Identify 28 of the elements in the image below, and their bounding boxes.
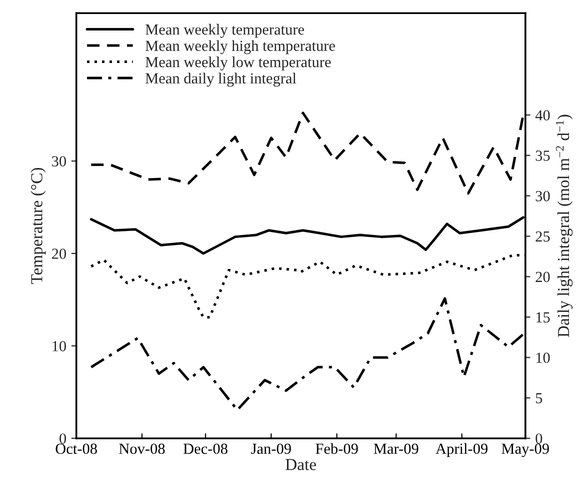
legend-label: Mean weekly high temperature bbox=[146, 40, 336, 54]
x-axis-title: Date bbox=[286, 459, 316, 470]
y2-tick-label: 40 bbox=[535, 110, 550, 120]
y2-tick-label: 15 bbox=[536, 312, 550, 323]
y2-axis-title: Daily light integral (mol m$^{−2}$ d$^{−1}$) bbox=[556, 114, 573, 338]
x-tick-label: Jan-09 bbox=[251, 444, 291, 454]
y-tick-label: 0 bbox=[60, 433, 66, 444]
x-tick-label: April-09 bbox=[436, 443, 488, 458]
x-tick-label: Dec-08 bbox=[183, 444, 228, 454]
legend-label: Mean weekly temperature bbox=[146, 24, 304, 38]
y2-tick-label: 35 bbox=[536, 150, 550, 161]
y2-tick-label: 20 bbox=[536, 272, 550, 282]
x-tick-label: Mar-09 bbox=[374, 444, 418, 454]
y-tick-label: 30 bbox=[52, 156, 66, 166]
x-tick-label: Feb-09 bbox=[316, 443, 358, 454]
y-tick-label: 20 bbox=[52, 248, 66, 259]
legend-label: Mean daily light integral bbox=[146, 72, 296, 87]
y2-tick-label: 5 bbox=[536, 393, 542, 404]
y-axis-title: Temperature (°C) bbox=[30, 168, 46, 284]
y2-tick-label: 30 bbox=[536, 190, 550, 202]
y-tick-label: 10 bbox=[52, 341, 66, 352]
x-tick-label: Oct-08 bbox=[56, 444, 97, 454]
y2-tick-label: 0 bbox=[536, 433, 542, 444]
y2-tick-label: 10 bbox=[536, 352, 550, 363]
y2-tick-label: 25 bbox=[536, 231, 550, 242]
legend-label: Mean weekly low temperature bbox=[146, 56, 331, 70]
x-tick-label: May-09 bbox=[502, 444, 549, 458]
x-tick-label: Nov-08 bbox=[119, 444, 165, 454]
